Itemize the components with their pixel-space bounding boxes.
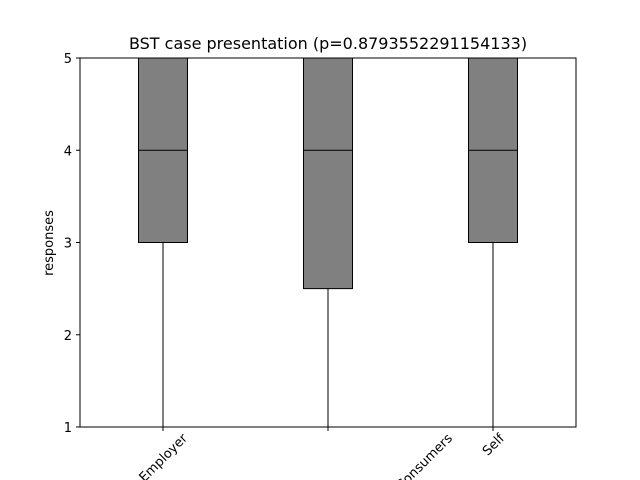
x-tick-label: Self <box>480 431 508 459</box>
plot-area: 1 2 3 4 5 Employer Consumers Self <box>64 52 518 480</box>
chart-title: BST case presentation (p=0.8793552291154… <box>129 34 527 53</box>
y-tick-label: 1 <box>64 421 72 436</box>
box-body <box>303 57 353 290</box>
axes-frame <box>79 57 577 428</box>
y-tick-label: 4 <box>64 144 72 159</box>
y-tick-label: 3 <box>64 237 72 252</box>
x-tick-label: Consumers <box>394 431 456 480</box>
y-tick-label: 2 <box>64 329 72 344</box>
x-tick-label: Employer <box>137 431 192 480</box>
y-tick-label: 5 <box>64 52 72 67</box>
y-axis-label: responses <box>42 210 57 276</box>
